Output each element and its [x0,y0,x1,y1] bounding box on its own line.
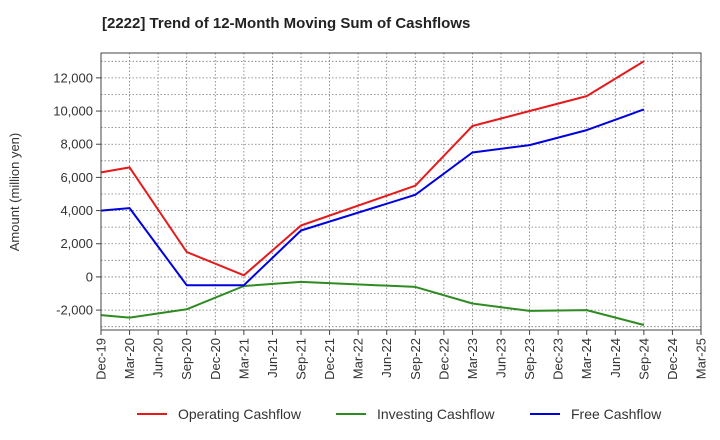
x-tick-label: Jun-22 [379,338,394,378]
y-axis-title: Amount (million yen) [7,133,22,252]
x-tick-label: Dec-22 [436,338,451,380]
legend-label: Investing Cashflow [377,406,495,422]
legend-label: Free Cashflow [571,406,662,422]
x-tick-label: Sep-23 [522,338,537,380]
x-tick-label: Mar-24 [579,338,594,379]
y-tick-label: 0 [86,269,93,284]
plot-frame [100,52,702,331]
x-tick-label: Mar-22 [351,338,366,379]
x-tick-label: Mar-25 [694,338,709,379]
x-tick-label: Sep-21 [294,338,309,380]
x-tick-label: Jun-21 [265,338,280,378]
y-tick-label: 6,000 [60,170,93,185]
legend-item: Operating Cashflow [137,406,302,422]
y-tick-label: 8,000 [60,137,93,152]
x-tick-label: Mar-20 [122,338,137,379]
x-tick-label: Sep-20 [179,338,194,380]
x-tick-label: Mar-23 [465,338,480,379]
x-tick-label: Sep-22 [408,338,423,380]
x-tick-label: Sep-24 [636,338,651,380]
x-tick-label: Dec-23 [551,338,566,380]
legend-item: Free Cashflow [530,406,662,422]
x-tick-label: Dec-19 [94,338,109,380]
x-tick-label: Dec-24 [665,338,680,380]
x-tick-label: Jun-20 [151,338,166,378]
series-line-operating-cashflow [100,60,645,277]
x-tick-label: Jun-23 [494,338,509,378]
y-tick-label: 12,000 [53,70,93,85]
y-tick-label: -2,000 [56,303,93,318]
x-tick-label: Dec-20 [208,338,223,380]
legend-label: Operating Cashflow [178,406,302,422]
legend-item: Investing Cashflow [336,406,495,422]
series-line-free-cashflow [100,108,645,287]
x-tick-label: Mar-21 [236,338,251,379]
y-tick-label: 10,000 [53,104,93,119]
x-tick-label: Jun-24 [608,338,623,378]
x-tick-label: Dec-21 [322,338,337,380]
y-tick-label: 4,000 [60,203,93,218]
chart-title: [2222] Trend of 12-Month Moving Sum of C… [102,15,471,32]
series-line-investing-cashflow [100,280,645,326]
y-tick-label: 2,000 [60,236,93,251]
